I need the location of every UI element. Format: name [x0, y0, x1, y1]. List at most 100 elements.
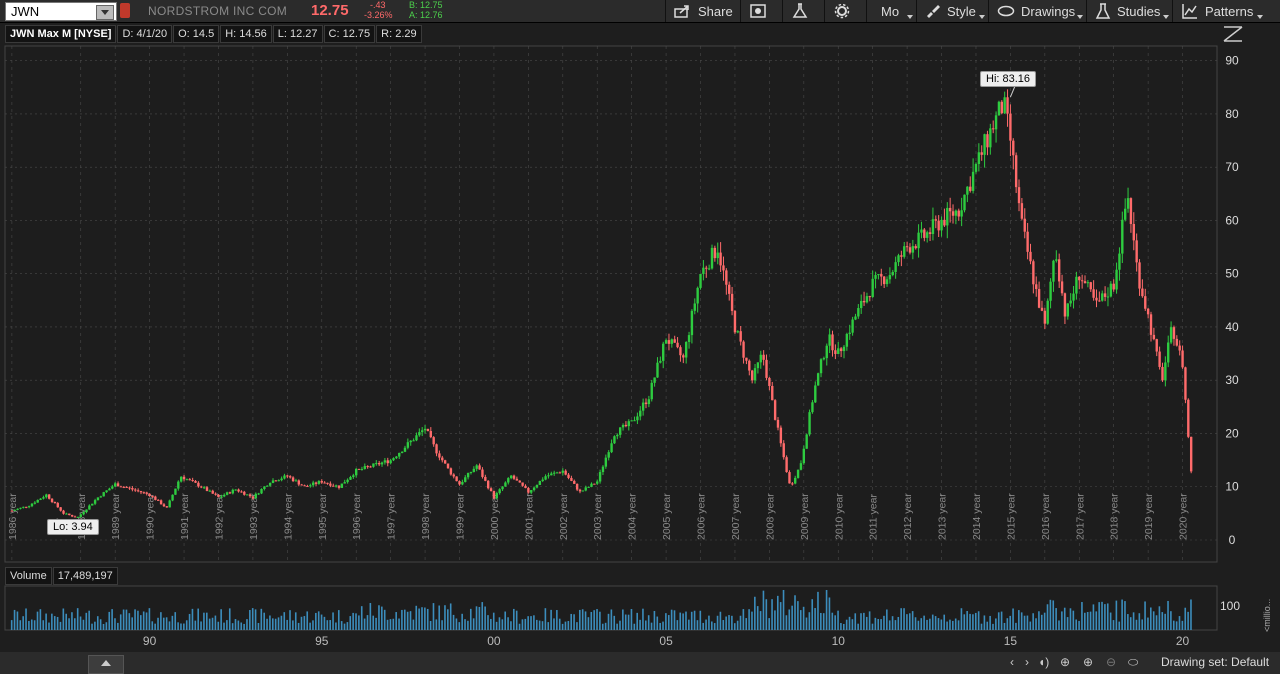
volume-bar — [452, 614, 455, 630]
volume-bar — [1135, 619, 1138, 630]
volume-bar — [1095, 611, 1098, 630]
volume-bar — [906, 614, 908, 630]
candle-body — [940, 219, 943, 231]
zoom-in-icon[interactable]: ⊕ — [1083, 655, 1094, 669]
candle-body — [601, 466, 605, 473]
candle-body — [644, 402, 648, 405]
candle-body — [245, 494, 249, 496]
candle-body — [300, 484, 303, 486]
scroll-left-icon[interactable]: ‹ — [1010, 655, 1014, 669]
volume-bar — [768, 618, 770, 630]
x-year-label: 2009 year — [799, 493, 811, 540]
candle-body — [1181, 350, 1184, 368]
candle-body — [449, 468, 453, 475]
studies-lab-button[interactable] — [782, 0, 824, 22]
volume-bar — [501, 619, 504, 630]
volume-bar — [234, 619, 237, 630]
chart-type-icon[interactable] — [1222, 24, 1244, 44]
candle-body — [82, 512, 85, 515]
volume-bar — [653, 610, 656, 630]
drawings-button[interactable]: Drawings — [988, 0, 1086, 22]
volume-bar — [208, 618, 211, 630]
candle-body — [266, 485, 269, 487]
candle-body — [1009, 113, 1012, 141]
candle-body — [900, 255, 903, 257]
chart-settings-button[interactable] — [740, 0, 782, 22]
volume-bar — [142, 611, 145, 630]
volume-bar — [731, 615, 733, 630]
volume-bar — [1075, 619, 1078, 630]
candle-body — [53, 502, 57, 504]
y-tick-label: 60 — [1225, 213, 1239, 227]
studies-label: Studies — [1117, 3, 1161, 19]
volume-bar — [822, 613, 825, 630]
crosshair-icon[interactable]: ⊕ — [1060, 655, 1071, 669]
volume-bar — [530, 616, 532, 630]
candle-body — [986, 134, 989, 148]
volume-bar — [739, 615, 742, 630]
volume-bar — [785, 615, 788, 630]
candle-body — [552, 472, 556, 474]
volume-bar — [128, 613, 131, 630]
candle-body — [882, 276, 886, 285]
volume-bar — [972, 614, 974, 630]
volume-bar — [923, 615, 925, 630]
volume-bar — [119, 614, 122, 630]
candle-body — [458, 481, 461, 485]
scroll-right-icon[interactable]: › — [1025, 655, 1029, 669]
volume-bar — [62, 608, 65, 630]
candle-body — [1089, 282, 1092, 290]
volume-bar — [716, 615, 719, 630]
volume-bar — [791, 605, 793, 630]
style-button[interactable]: Style — [916, 0, 988, 22]
symbol-dropdown-icon[interactable] — [96, 5, 114, 20]
candle-body — [314, 482, 318, 484]
style-label: Style — [947, 3, 976, 19]
volume-bar — [848, 616, 851, 630]
drawing-ellipse-icon[interactable]: ⬭ — [1128, 655, 1139, 669]
symbol-input[interactable]: JWN — [5, 2, 117, 21]
volume-bar — [802, 606, 805, 630]
volume-bar — [699, 610, 702, 630]
volume-bar — [151, 621, 154, 630]
settings-button[interactable] — [824, 0, 866, 22]
volume-bar — [1029, 621, 1032, 630]
candle-body — [613, 436, 616, 444]
studies-button[interactable]: Studies — [1086, 0, 1172, 22]
mode-button[interactable]: Mo — [866, 0, 916, 22]
alert-icon[interactable] — [120, 3, 130, 18]
volume-bar — [99, 619, 102, 630]
volume-bar — [19, 620, 22, 630]
speaker-icon[interactable]: ◖) — [1038, 655, 1050, 669]
zoom-out-icon[interactable]: ⊖ — [1106, 655, 1117, 669]
candle-body — [1052, 260, 1055, 282]
drawing-set-label[interactable]: Drawing set: Default — [1161, 655, 1270, 669]
candle-body — [481, 469, 484, 477]
volume-bar — [1055, 608, 1057, 630]
volume-bar — [914, 617, 917, 630]
candle-body — [395, 456, 398, 459]
volume-bar — [989, 615, 991, 630]
candle-body — [710, 247, 714, 269]
x-year-label: 1999 year — [455, 493, 467, 540]
volume-bar — [148, 608, 151, 630]
volume-bar — [36, 611, 39, 630]
high-marker-line — [1009, 84, 1016, 98]
volume-bar — [363, 618, 366, 630]
share-button[interactable]: Share — [665, 0, 740, 22]
candle-body — [607, 452, 610, 458]
volume-bar — [114, 618, 116, 630]
candle-body — [47, 494, 51, 499]
patterns-button[interactable]: Patterns — [1172, 0, 1266, 22]
volume-bar — [725, 616, 727, 630]
x-year-label: 2012 year — [902, 493, 914, 540]
volume-bar — [782, 590, 785, 630]
candle-body — [171, 494, 174, 501]
volume-bar — [1155, 615, 1158, 630]
volume-bar — [817, 591, 819, 630]
expand-panel-button[interactable] — [88, 655, 124, 674]
volume-bar — [894, 620, 897, 630]
candle-body — [303, 485, 306, 487]
candle-body — [1080, 280, 1084, 282]
